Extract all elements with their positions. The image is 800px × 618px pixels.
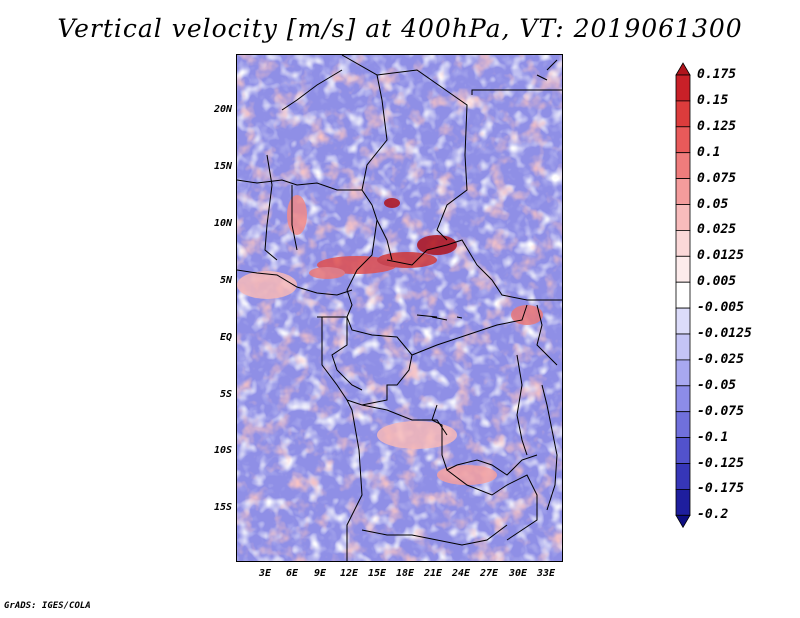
lat-label-15s: 15S: [213, 502, 232, 513]
colorbar-top-arrow: [675, 62, 691, 76]
lon-label-6e: 6E: [285, 568, 299, 579]
colorbar-swatch: [675, 307, 691, 335]
colorbar-swatch: [675, 359, 691, 387]
colorbar-swatch: [675, 74, 691, 102]
colorbar-swatch: [675, 333, 691, 361]
colorbar-swatch: [675, 255, 691, 283]
colorbar-swatch: [675, 152, 691, 179]
colorbar-label: 0.175: [697, 67, 737, 82]
colorbar-label: 0.1: [697, 144, 721, 160]
colorbar-label: -0.2: [697, 507, 729, 523]
lat-label-5n: 5N: [219, 275, 232, 286]
colorbar-swatch: [675, 178, 691, 205]
colorbar-label: 0.075: [697, 170, 737, 186]
colorbar-label: 0.125: [697, 118, 737, 134]
updraft-band: [237, 195, 543, 485]
lat-label-10s: 10S: [213, 445, 232, 456]
colorbar-swatch: [675, 411, 691, 439]
lat-label-5s: 5S: [219, 389, 232, 400]
lat-label-20n: 20N: [213, 104, 232, 115]
lon-label-15e: 15E: [367, 568, 387, 579]
colorbar-label: 0.05: [697, 196, 729, 212]
lon-label-33e: 33E: [536, 568, 556, 579]
lon-label-21e: 21E: [423, 568, 443, 579]
colorbar-swatch: [675, 204, 691, 231]
lon-label-30e: 30E: [508, 568, 528, 579]
velocity-map: [236, 54, 563, 562]
velocity-field: [237, 55, 562, 561]
colorbar-swatch: [675, 229, 691, 257]
colorbar-label: -0.05: [697, 377, 737, 393]
colorbar-label: 0.15: [697, 92, 729, 108]
colorbar-label: -0.175: [697, 481, 744, 497]
lon-label-12e: 12E: [339, 568, 359, 579]
colorbar-swatch: [675, 126, 691, 154]
lon-label-9e: 9E: [313, 568, 327, 579]
colorbar-label: 0.0125: [697, 248, 744, 264]
colorbar-label: -0.1: [697, 429, 729, 445]
colorbar-label: -0.075: [697, 403, 744, 419]
lat-label-10n: 10N: [213, 218, 232, 229]
lon-label-18e: 18E: [395, 568, 415, 579]
colorbar-swatch: [675, 385, 691, 413]
grads-credit: GrADS: IGES/COLA: [4, 601, 91, 611]
colorbar-label: 0.005: [697, 274, 737, 290]
colorbar-label: -0.025: [697, 351, 744, 367]
colorbar-bottom-arrow: [675, 514, 691, 529]
colorbar-label: -0.005: [697, 300, 744, 316]
field-positive-patches: [237, 55, 562, 561]
lon-label-3e: 3E: [258, 568, 272, 579]
lon-label-27e: 27E: [479, 568, 499, 579]
colorbar-swatch: [675, 437, 691, 464]
lon-label-24e: 24E: [451, 568, 471, 579]
lat-label-eq: EQ: [219, 332, 232, 343]
colorbar-swatch: [675, 281, 691, 309]
map-title: Vertical velocity [m/s] at 400hPa, VT: 2…: [57, 14, 743, 43]
colorbar-swatch: [675, 488, 691, 516]
colorbar-label: -0.0125: [697, 326, 752, 341]
country-borders: [237, 55, 562, 561]
colorbar-label: -0.125: [697, 455, 744, 471]
colorbar-swatch: [675, 463, 691, 490]
lat-label-15n: 15N: [213, 161, 232, 172]
colorbar-swatch: [675, 100, 691, 128]
colorbar-label: 0.025: [697, 222, 737, 238]
